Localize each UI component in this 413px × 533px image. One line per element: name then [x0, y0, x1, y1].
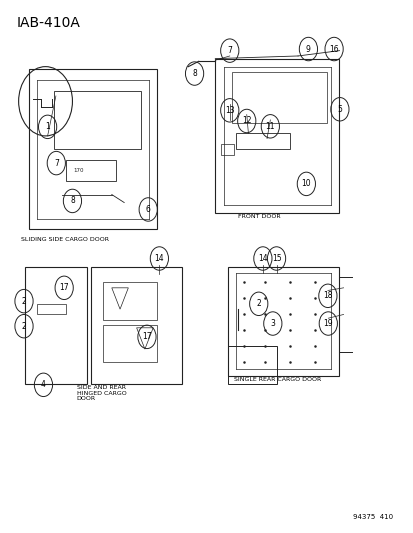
Text: 7: 7 — [54, 159, 59, 167]
Text: SLIDING SIDE CARGO DOOR: SLIDING SIDE CARGO DOOR — [21, 237, 109, 242]
Text: 11: 11 — [265, 122, 274, 131]
Text: 18: 18 — [323, 292, 332, 300]
Text: 9: 9 — [305, 45, 310, 53]
Text: 5: 5 — [337, 105, 342, 114]
Text: 94375  410: 94375 410 — [352, 514, 392, 520]
Text: 14: 14 — [257, 254, 267, 263]
Text: 7: 7 — [227, 46, 232, 55]
Text: 16: 16 — [328, 45, 338, 53]
Text: IAB-410A: IAB-410A — [17, 16, 80, 30]
Text: 8: 8 — [192, 69, 197, 78]
Text: 17: 17 — [59, 284, 69, 292]
Text: 17: 17 — [142, 333, 152, 341]
Text: 1: 1 — [45, 123, 50, 131]
Text: 19: 19 — [323, 319, 332, 328]
Text: 170: 170 — [73, 168, 84, 173]
Text: 3: 3 — [270, 319, 275, 328]
Text: 12: 12 — [242, 117, 251, 125]
Text: FRONT DOOR: FRONT DOOR — [237, 214, 280, 219]
Text: 4: 4 — [41, 381, 46, 389]
Text: 2: 2 — [21, 297, 26, 305]
Text: 2: 2 — [256, 300, 261, 308]
Text: SIDE AND REAR
HINGED CARGO
DOOR: SIDE AND REAR HINGED CARGO DOOR — [76, 385, 126, 401]
Text: SINGLE REAR CARGO DOOR: SINGLE REAR CARGO DOOR — [233, 377, 320, 382]
Text: 13: 13 — [224, 106, 234, 115]
Text: 2: 2 — [21, 322, 26, 330]
Text: 15: 15 — [271, 254, 281, 263]
Text: 6: 6 — [145, 205, 150, 214]
Text: 14: 14 — [154, 254, 164, 263]
Text: 10: 10 — [301, 180, 311, 188]
Text: 8: 8 — [70, 197, 75, 205]
